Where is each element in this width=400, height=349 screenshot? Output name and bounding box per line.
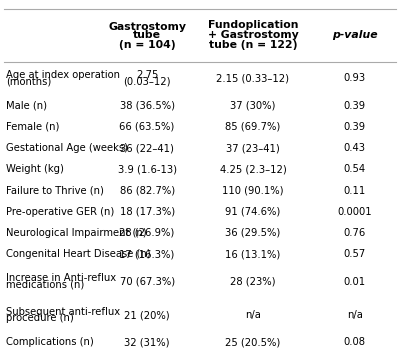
Text: Neurological Impairment (n): Neurological Impairment (n) xyxy=(6,228,146,238)
Text: 66 (63.5%): 66 (63.5%) xyxy=(120,122,175,132)
Text: Complications (n): Complications (n) xyxy=(6,337,94,348)
Text: 110 (90.1%): 110 (90.1%) xyxy=(222,186,284,195)
Text: tube: tube xyxy=(133,30,161,40)
Text: 0.01: 0.01 xyxy=(344,276,366,287)
Text: (months): (months) xyxy=(6,76,51,87)
Text: 2.75: 2.75 xyxy=(136,70,158,80)
Text: 0.39: 0.39 xyxy=(344,122,366,132)
Text: 18 (17.3%): 18 (17.3%) xyxy=(120,207,175,217)
Text: n/a: n/a xyxy=(347,310,363,320)
Text: Pre-operative GER (n): Pre-operative GER (n) xyxy=(6,207,114,217)
Text: 0.11: 0.11 xyxy=(344,186,366,195)
Text: Failure to Thrive (n): Failure to Thrive (n) xyxy=(6,186,104,195)
Text: 0.54: 0.54 xyxy=(344,164,366,174)
Text: Congenital Heart Disease (n): Congenital Heart Disease (n) xyxy=(6,249,150,259)
Text: 25 (20.5%): 25 (20.5%) xyxy=(225,337,280,348)
Text: Female (n): Female (n) xyxy=(6,122,59,132)
Text: 36 (29.5%): 36 (29.5%) xyxy=(225,228,280,238)
Text: 16 (13.1%): 16 (13.1%) xyxy=(225,249,280,259)
Text: 70 (67.3%): 70 (67.3%) xyxy=(120,276,175,287)
Text: 28 (26.9%): 28 (26.9%) xyxy=(120,228,175,238)
Text: (n = 104): (n = 104) xyxy=(119,40,175,50)
Text: Male (n): Male (n) xyxy=(6,101,47,111)
Text: tube (n = 122): tube (n = 122) xyxy=(209,40,297,50)
Text: 37 (23–41): 37 (23–41) xyxy=(226,143,280,153)
Text: 0.43: 0.43 xyxy=(344,143,366,153)
Text: 4.25 (2.3–12): 4.25 (2.3–12) xyxy=(220,164,286,174)
Text: 91 (74.6%): 91 (74.6%) xyxy=(225,207,280,217)
Text: 0.08: 0.08 xyxy=(344,337,366,348)
Text: Age at index operation: Age at index operation xyxy=(6,70,120,80)
Text: Gestational Age (weeks): Gestational Age (weeks) xyxy=(6,143,128,153)
Text: 17 (16.3%): 17 (16.3%) xyxy=(120,249,175,259)
Text: (0.03–12): (0.03–12) xyxy=(123,76,171,87)
Text: 32 (31%): 32 (31%) xyxy=(124,337,170,348)
Text: 3.9 (1.6-13): 3.9 (1.6-13) xyxy=(118,164,176,174)
Text: 0.93: 0.93 xyxy=(344,73,366,83)
Text: 0.0001: 0.0001 xyxy=(338,207,372,217)
Text: procedure (n): procedure (n) xyxy=(6,313,74,323)
Text: 21 (20%): 21 (20%) xyxy=(124,310,170,320)
Text: Gastrostomy: Gastrostomy xyxy=(108,22,186,31)
Text: Increase in Anti-reflux: Increase in Anti-reflux xyxy=(6,274,116,283)
Text: 0.76: 0.76 xyxy=(344,228,366,238)
Text: + Gastrostomy: + Gastrostomy xyxy=(208,30,298,40)
Text: 2.15 (0.33–12): 2.15 (0.33–12) xyxy=(216,73,290,83)
Text: 0.39: 0.39 xyxy=(344,101,366,111)
Text: 36 (22–41): 36 (22–41) xyxy=(120,143,174,153)
Text: p-value: p-value xyxy=(332,30,378,40)
Text: medications (n): medications (n) xyxy=(6,280,84,290)
Text: Fundoplication: Fundoplication xyxy=(208,20,298,30)
Text: 85 (69.7%): 85 (69.7%) xyxy=(225,122,280,132)
Text: 38 (36.5%): 38 (36.5%) xyxy=(120,101,174,111)
Text: Subsequent anti-reflux: Subsequent anti-reflux xyxy=(6,307,120,317)
Text: 28 (23%): 28 (23%) xyxy=(230,276,276,287)
Text: 37 (30%): 37 (30%) xyxy=(230,101,276,111)
Text: Weight (kg): Weight (kg) xyxy=(6,164,64,174)
Text: 86 (82.7%): 86 (82.7%) xyxy=(120,186,175,195)
Text: n/a: n/a xyxy=(245,310,261,320)
Text: 0.57: 0.57 xyxy=(344,249,366,259)
